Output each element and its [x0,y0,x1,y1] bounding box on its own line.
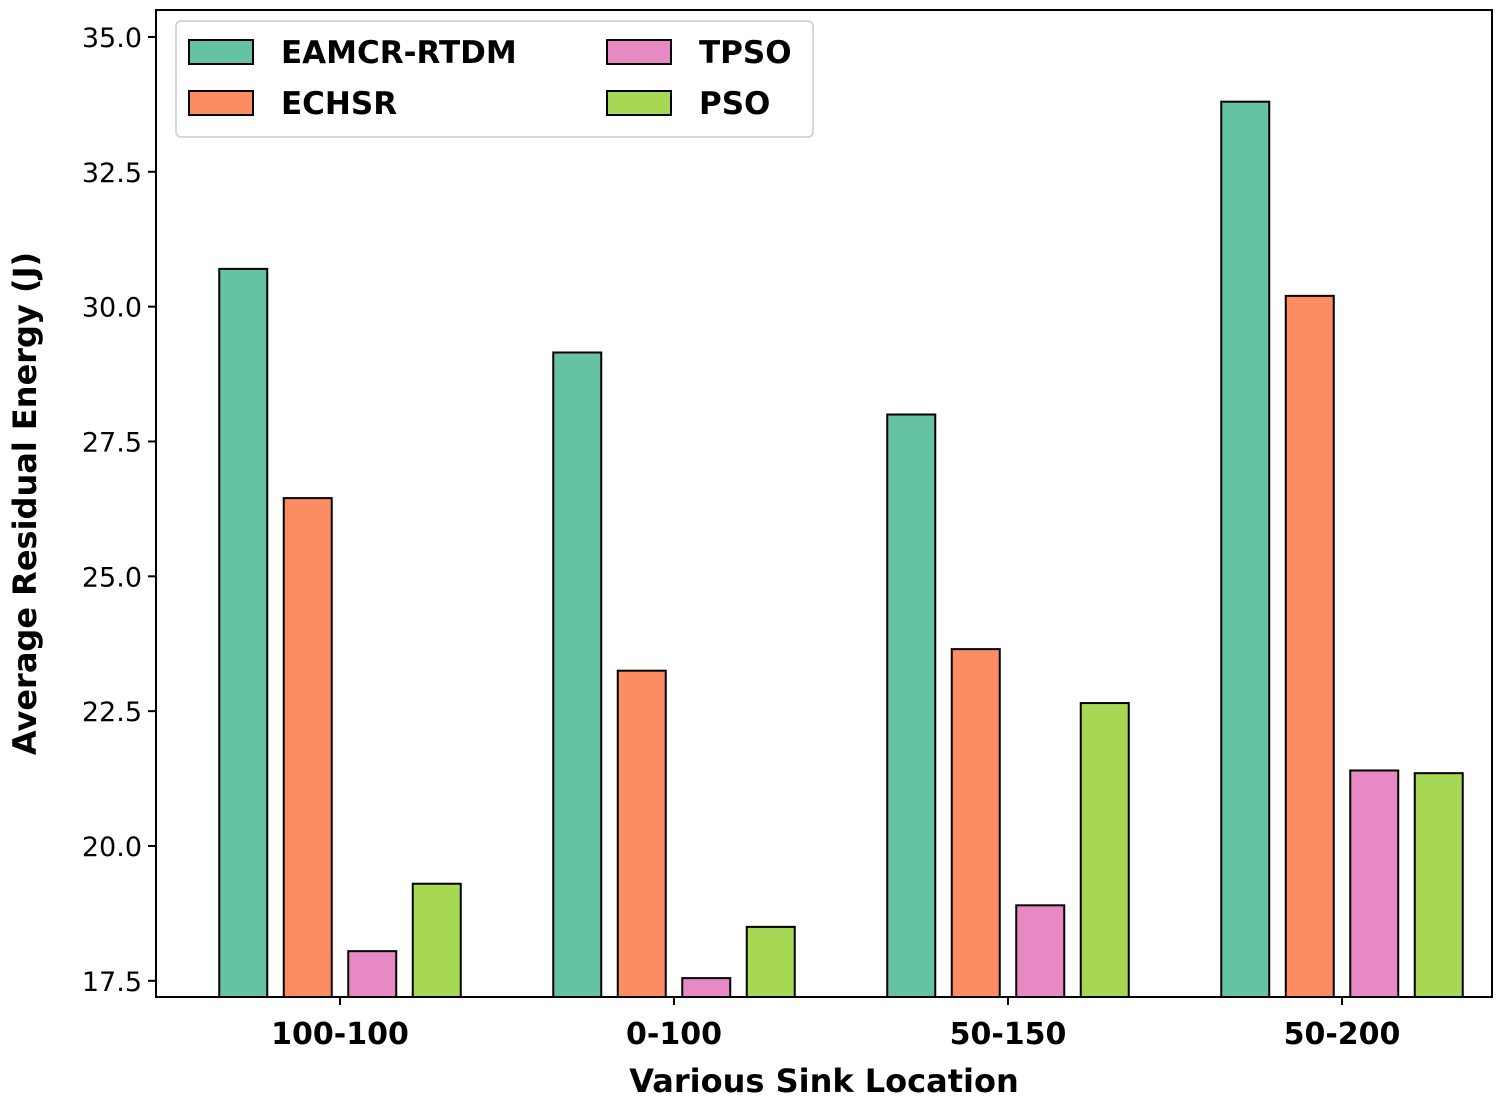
plot-frame [155,9,1493,998]
legend-swatch-pso [606,90,672,116]
bar-eamcr-rtdm-0-100 [552,351,603,999]
y-tick-label: 17.5 [82,967,142,998]
legend-label-pso: PSO [699,86,770,122]
bar-tpso-50-200 [1349,769,1400,998]
y-tick-label: 27.5 [82,427,142,458]
bar-pso-0-100 [745,925,796,999]
y-tick-label: 20.0 [82,832,142,863]
bar-pso-50-200 [1413,772,1464,998]
x-tick-label: 50-200 [1284,1017,1401,1052]
legend: EAMCR-RTDM ECHSR TPSO PSO [175,20,814,138]
legend-swatch-eamcr-rtdm [188,39,254,65]
legend-label-eamcr-rtdm: EAMCR-RTDM [281,35,517,71]
y-tick-label: 22.5 [82,697,142,728]
bar-pso-50-150 [1079,702,1130,998]
bar-eamcr-rtdm-50-150 [886,413,937,999]
bar-tpso-50-150 [1015,904,1066,998]
y-axis: 17.5 20.0 22.5 25.0 27.5 30.0 32.5 35.0 [82,23,156,998]
bar-pso-100-100 [411,882,462,999]
bar-eamcr-rtdm-100-100 [218,267,269,998]
x-tick-label: 0-100 [626,1017,722,1052]
legend-label-tpso: TPSO [699,35,792,71]
y-tick-label: 25.0 [82,562,142,593]
legend-swatch-tpso [606,39,672,65]
x-axis-title: Various Sink Location [629,1062,1019,1100]
y-tick-label: 30.0 [82,293,142,324]
x-axis: 100-100 0-100 50-150 50-200 [271,997,1400,1052]
bar-tpso-100-100 [347,950,398,999]
legend-label-echsr: ECHSR [281,86,397,122]
y-tick-label: 32.5 [82,158,142,189]
bar-tpso-0-100 [681,977,732,998]
y-axis-title: Average Residual Energy (J) [6,252,44,755]
bar-eamcr-rtdm-50-200 [1220,100,1271,998]
y-tick-label: 35.0 [82,23,142,54]
x-tick-label: 50-150 [950,1017,1067,1052]
bar-echsr-50-150 [950,648,1001,998]
legend-swatch-echsr [188,90,254,116]
bars-group [218,100,1464,999]
bar-echsr-100-100 [282,497,333,998]
x-tick-label: 100-100 [271,1017,409,1052]
bar-echsr-50-200 [1284,294,1335,998]
bar-echsr-0-100 [616,669,667,998]
